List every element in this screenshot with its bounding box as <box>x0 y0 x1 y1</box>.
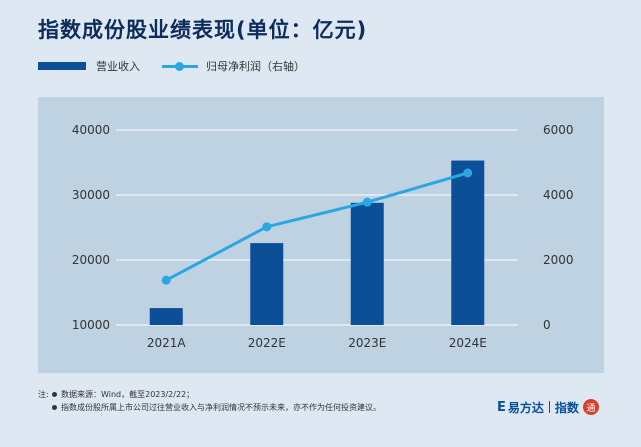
bar <box>350 202 384 325</box>
note-line-disclaimer: 指数成份股所属上市公司过往营业收入与净利润情况不预示未来，亦不作为任何投资建议。 <box>61 403 381 412</box>
legend-line-swatch <box>162 61 198 71</box>
brand-logo: E 易方达 指数 通 <box>497 396 599 418</box>
brand-divider <box>548 401 550 413</box>
plot-area: 10000 20000 30000 40000 0 2000 4000 6000 2021A 20… <box>38 97 604 373</box>
legend-bar-swatch <box>38 62 86 70</box>
brand-subtitle: 指数 <box>554 400 579 415</box>
profit-point <box>463 168 473 178</box>
legend-label-profit: 归母净利润（右轴） <box>206 60 305 73</box>
brand-e-icon: E <box>497 399 506 415</box>
note-prefix: 注: <box>38 390 49 399</box>
profit-point <box>262 222 272 232</box>
legend-item-profit: 归母净利润（右轴） <box>162 58 305 74</box>
footnotes: 注: 数据来源：Wind，截至2023/2/22； 指数成份股所属上市公司过往营业… <box>38 388 381 414</box>
x-tick-label: 2022E <box>248 336 286 350</box>
y-left-tick-label: 40000 <box>72 123 110 137</box>
y-right-tick-label: 2000 <box>543 253 574 267</box>
bar <box>149 308 183 325</box>
y-right-tick-label: 6000 <box>543 123 574 137</box>
profit-point <box>362 197 372 207</box>
note-line-source: 数据来源：Wind，截至2023/2/22； <box>61 390 195 399</box>
y-right-tick-label: 0 <box>543 318 551 332</box>
y-left-tick-label: 30000 <box>72 188 110 202</box>
legend-label-revenue: 营业收入 <box>96 60 140 73</box>
note-row-1: 注: 数据来源：Wind，截至2023/2/22； <box>38 388 381 401</box>
x-tick-label: 2024E <box>449 336 487 350</box>
profit-line <box>165 171 469 282</box>
bar <box>451 160 485 325</box>
chart-title: 指数成份股业绩表现(单位：亿元) <box>38 18 368 42</box>
brand-name: 易方达 <box>507 400 544 415</box>
profit-point <box>161 275 171 285</box>
note-row-2: 指数成份股所属上市公司过往营业收入与净利润情况不预示未来，亦不作为任何投资建议。 <box>38 401 381 414</box>
y-left-tick-label: 10000 <box>72 318 110 332</box>
y-right-tick-label: 4000 <box>543 188 574 202</box>
brand-seal-icon: 通 <box>582 399 599 415</box>
bar <box>250 243 284 325</box>
x-tick-label: 2021A <box>147 336 187 350</box>
chart-svg: 10000 20000 30000 40000 0 2000 4000 6000 2021A 20… <box>72 123 574 350</box>
y-left-tick-label: 20000 <box>72 253 110 267</box>
x-tick-label: 2023E <box>348 336 386 350</box>
legend-item-revenue: 营业收入 <box>38 58 140 74</box>
